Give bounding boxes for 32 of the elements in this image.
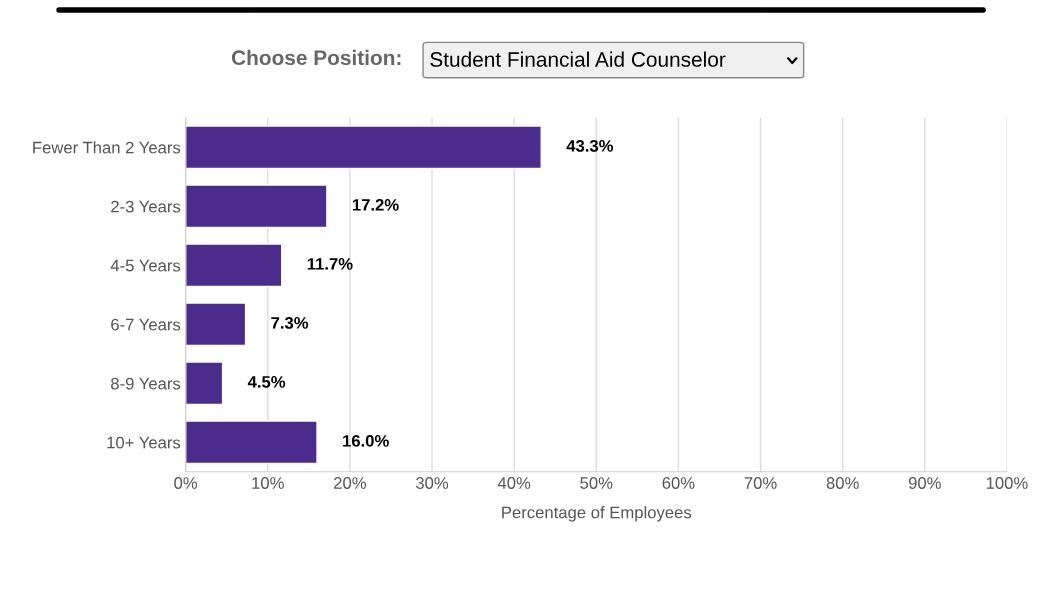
- x-tick-label: 20%: [334, 477, 366, 489]
- x-tick-label: 10%: [252, 477, 284, 489]
- x-tick-label: 40%: [497, 477, 531, 489]
- data-label: 11.7%: [307, 258, 353, 270]
- x-tick-label: 80%: [826, 477, 859, 489]
- bar: [185, 361, 224, 406]
- x-tick-label: 70%: [744, 477, 777, 489]
- bar: [185, 125, 542, 170]
- text: Student Financial Aid Counselor: [430, 51, 726, 67]
- y-tick-label: 10+ Years: [107, 436, 181, 449]
- x-tick-label: 100%: [986, 477, 1028, 489]
- bar: [185, 420, 318, 465]
- x-tick-label: 50%: [580, 477, 613, 489]
- y-tick-label: 6-7 Years: [111, 318, 181, 331]
- x-tick-label: 60%: [662, 477, 695, 489]
- data-label: 16.0%: [343, 434, 389, 447]
- bar: [185, 302, 247, 347]
- text: Choose Position:: [231, 49, 401, 66]
- bar: [185, 184, 328, 229]
- x-tick-label: 0%: [174, 477, 198, 489]
- x-axis-title: Percentage of Employees: [502, 506, 692, 522]
- bar: [185, 243, 283, 288]
- data-label: 4.5%: [247, 376, 286, 388]
- y-tick-label: Fewer Than 2 Years: [33, 141, 181, 154]
- y-tick-label: 4-5 Years: [110, 259, 181, 272]
- data-label: 17.2%: [352, 198, 399, 211]
- y-tick-label: 8-9 Years: [111, 377, 181, 390]
- x-tick-label: 30%: [415, 477, 449, 489]
- y-tick-label: 2-3 Years: [111, 200, 181, 213]
- data-label: 43.3%: [566, 139, 614, 152]
- x-tick-label: 90%: [908, 477, 941, 489]
- data-label: 7.3%: [271, 316, 309, 329]
